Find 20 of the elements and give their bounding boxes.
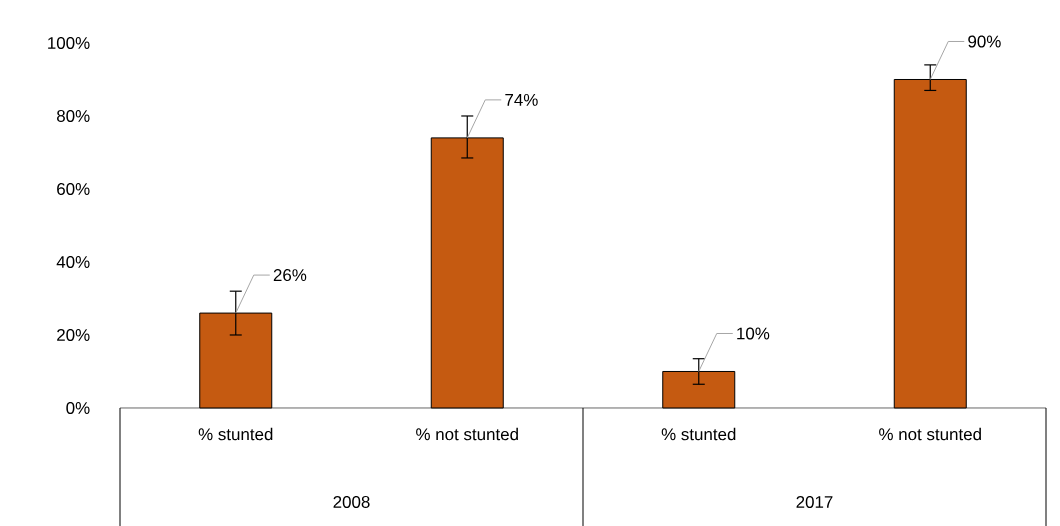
y-tick-label: 60% (57, 182, 90, 195)
bar (430, 137, 504, 409)
data-label: 26% (273, 269, 307, 282)
x-tick-label: % stunted (661, 427, 736, 441)
x-tick-label: % not stunted (879, 427, 981, 441)
x-tick-label: % not stunted (416, 427, 518, 441)
data-label: 90% (968, 35, 1001, 48)
y-tick-label: 80% (57, 109, 90, 122)
x-tick-label: % stunted (198, 427, 273, 441)
bar (893, 78, 967, 409)
text: 2008 (333, 495, 370, 508)
bar (199, 312, 273, 409)
data-label: 10% (737, 327, 770, 340)
y-tick-label: 20% (57, 328, 90, 341)
y-tick-label: 40% (56, 255, 90, 268)
y-tick-label: 0% (66, 401, 90, 414)
bar (662, 370, 736, 409)
text: 2017 (796, 495, 833, 508)
data-label: 74% (505, 93, 538, 106)
y-tick-label: 100% (48, 36, 90, 49)
